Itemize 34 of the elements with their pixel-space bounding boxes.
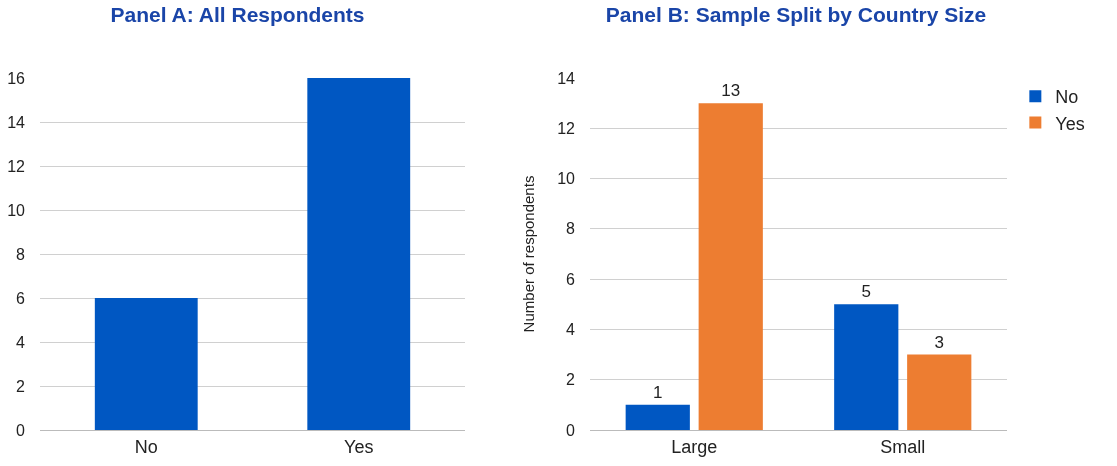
y-tick-label: 0 [566, 421, 576, 439]
y-tick-label: 8 [16, 245, 26, 263]
y-tick-label: 10 [557, 170, 576, 188]
data-label: 13 [721, 81, 741, 101]
y-tick-label: 4 [566, 321, 576, 339]
y-tick-label: 10 [7, 201, 26, 219]
y-tick-label: 12 [7, 157, 26, 175]
y-tick-label: 2 [566, 371, 576, 389]
bar [698, 103, 763, 430]
x-tick-label: Small [880, 436, 926, 457]
y-tick-label: 16 [7, 69, 26, 87]
y-axis-title: Number of respondents [520, 175, 538, 333]
data-label: 5 [861, 282, 871, 302]
data-label: 1 [653, 382, 663, 402]
x-tick-label: Yes [344, 436, 374, 457]
legend-label: Yes [1055, 113, 1085, 134]
y-tick-label: 14 [557, 69, 576, 87]
y-tick-label: 8 [566, 220, 576, 238]
bar [907, 354, 972, 430]
y-tick-label: 6 [16, 289, 26, 307]
y-tick-label: 2 [16, 377, 26, 395]
y-tick-label: 12 [557, 119, 576, 137]
bar [834, 304, 899, 430]
bar [625, 404, 690, 430]
chart-title: Panel A: All Respondents [110, 2, 365, 26]
legend-label: No [1055, 87, 1079, 108]
y-tick-label: 14 [7, 113, 26, 131]
data-label: 3 [934, 332, 944, 352]
x-tick-label: Large [671, 436, 718, 457]
x-tick-label: No [134, 436, 158, 457]
chart-title: Panel B: Sample Split by Country Size [605, 2, 987, 26]
y-tick-label: 4 [16, 333, 26, 351]
y-tick-label: 0 [16, 421, 26, 439]
y-tick-label: 6 [566, 270, 576, 288]
